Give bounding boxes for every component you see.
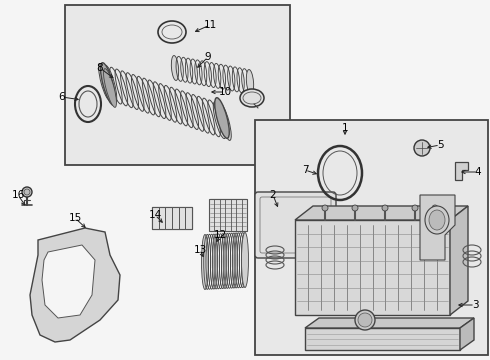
Ellipse shape [352, 205, 358, 211]
Text: 11: 11 [203, 20, 217, 30]
Polygon shape [305, 318, 474, 328]
Bar [65, 5, 290, 165]
Text: 13: 13 [194, 245, 207, 255]
Ellipse shape [215, 98, 229, 138]
Ellipse shape [429, 210, 445, 230]
Text: 3: 3 [472, 300, 478, 310]
Ellipse shape [432, 205, 438, 211]
Text: 12: 12 [213, 230, 227, 240]
Bar [305, 328, 460, 350]
Ellipse shape [100, 63, 116, 105]
Polygon shape [42, 245, 95, 318]
Text: 9: 9 [205, 52, 211, 62]
Ellipse shape [75, 86, 101, 122]
Bar [255, 120, 488, 355]
Ellipse shape [240, 89, 264, 107]
Polygon shape [460, 318, 474, 350]
Ellipse shape [246, 69, 254, 94]
FancyBboxPatch shape [255, 192, 336, 258]
Ellipse shape [79, 91, 97, 117]
Ellipse shape [158, 21, 186, 43]
Text: 10: 10 [219, 87, 232, 97]
Ellipse shape [243, 92, 261, 104]
Polygon shape [455, 162, 468, 180]
Ellipse shape [382, 205, 388, 211]
Polygon shape [420, 195, 455, 260]
Text: 1: 1 [342, 123, 348, 133]
Bar [295, 220, 450, 315]
Ellipse shape [414, 140, 430, 156]
Polygon shape [450, 206, 468, 315]
Polygon shape [30, 228, 120, 342]
Ellipse shape [22, 187, 32, 197]
Text: 5: 5 [437, 140, 443, 150]
Ellipse shape [355, 310, 375, 330]
Ellipse shape [322, 205, 328, 211]
Ellipse shape [201, 234, 209, 289]
Ellipse shape [172, 55, 179, 80]
Text: 16: 16 [11, 190, 24, 200]
Text: 8: 8 [97, 63, 103, 73]
Polygon shape [209, 199, 247, 231]
Polygon shape [295, 206, 468, 220]
Ellipse shape [358, 313, 372, 327]
Text: 6: 6 [59, 92, 65, 102]
Ellipse shape [103, 69, 117, 107]
Ellipse shape [425, 206, 449, 234]
Ellipse shape [219, 104, 231, 140]
Ellipse shape [412, 205, 418, 211]
Ellipse shape [24, 189, 30, 195]
Text: 14: 14 [148, 210, 162, 220]
Ellipse shape [162, 25, 182, 39]
Bar [210, 199, 246, 231]
Ellipse shape [242, 233, 248, 288]
Polygon shape [152, 207, 192, 229]
Text: 2: 2 [270, 190, 276, 200]
Text: 7: 7 [302, 165, 308, 175]
Text: 4: 4 [475, 167, 481, 177]
Text: 15: 15 [69, 213, 82, 223]
Bar [152, 207, 192, 229]
Ellipse shape [99, 64, 111, 100]
